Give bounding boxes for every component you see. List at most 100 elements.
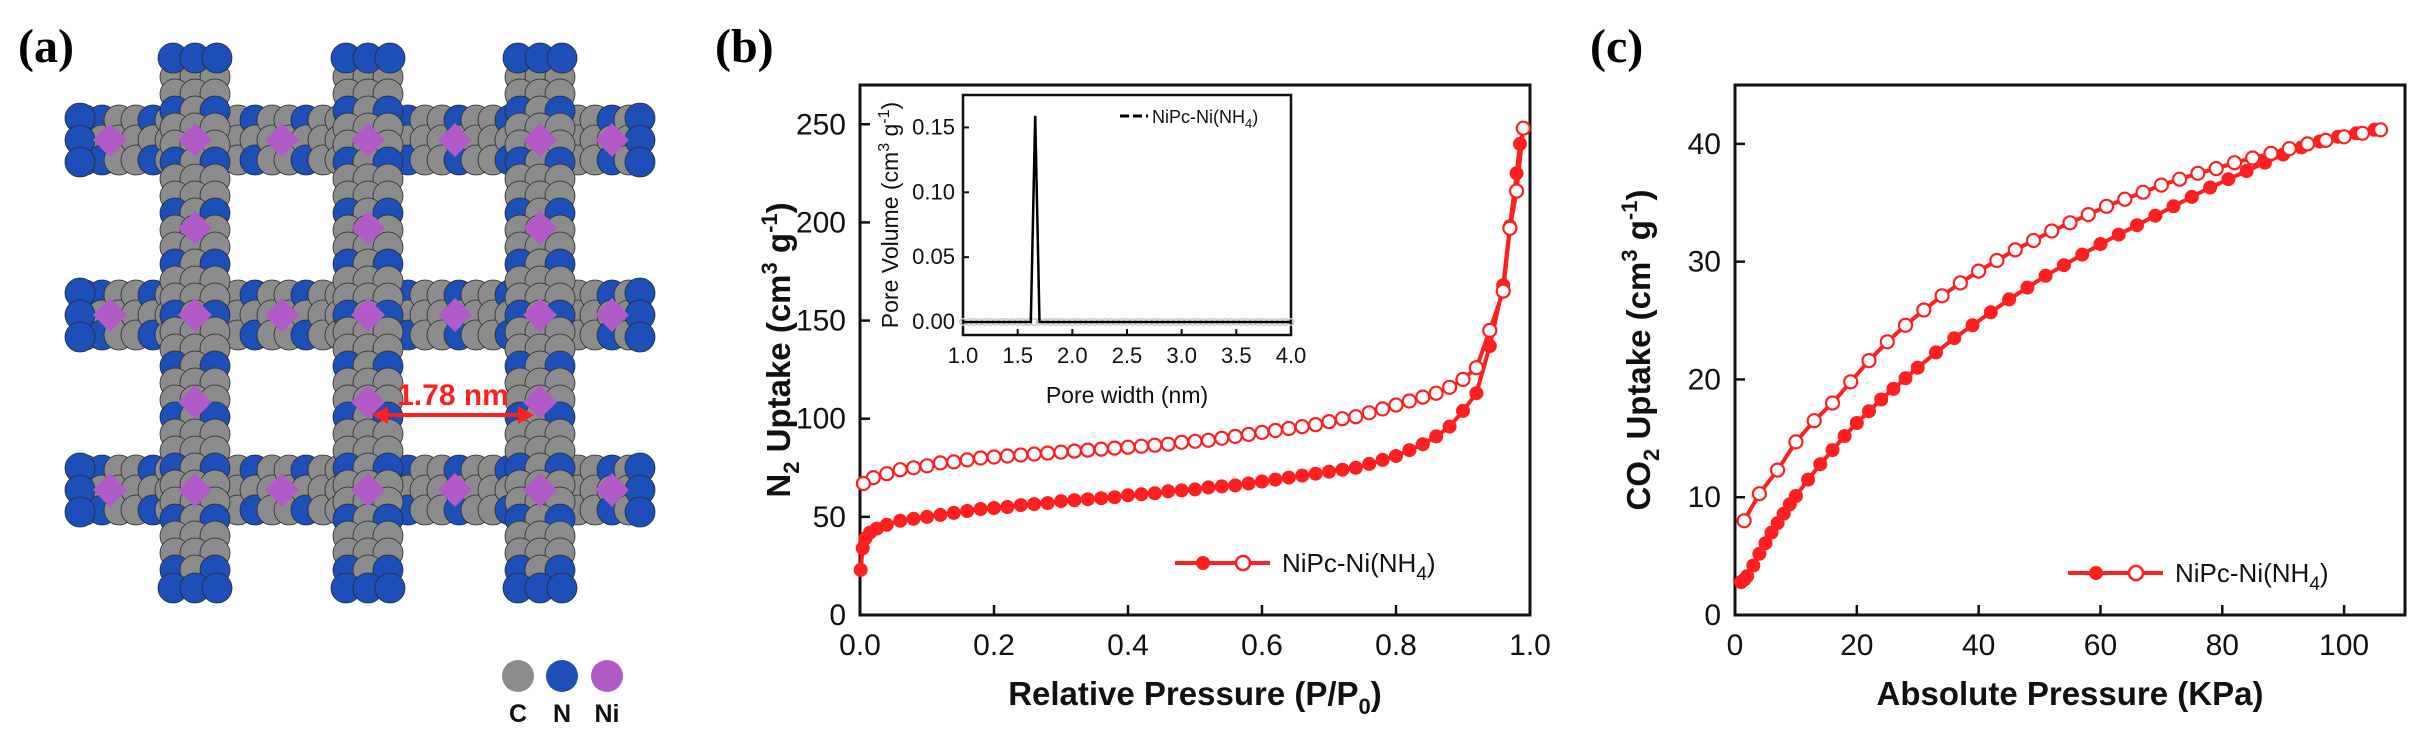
chart-c-adsorption-point [2020, 280, 2035, 295]
panel-c-label: (c) [1590, 20, 1643, 73]
chart-c-desorption-point [1736, 513, 1752, 529]
chart-b-desorption-point [999, 448, 1016, 464]
framework-atom [64, 146, 96, 178]
framework-ni-atom [595, 123, 629, 157]
chart-c-x-title: Absolute Pressure (KPa) [1877, 675, 2264, 712]
chart-b-desorption-point [1066, 443, 1083, 459]
chart-b-y-tick-label: 200 [796, 206, 846, 239]
chart-b-legend-label: NiPc-Ni(NH4) [1282, 548, 1436, 585]
chart-b-frame [858, 83, 1532, 617]
chart-c-adsorption-point [2093, 237, 2108, 251]
chart-b-adsorption-point [1429, 429, 1444, 444]
chart-b-desorption-point [1106, 440, 1123, 456]
chart-b-desorption-point [1093, 441, 1109, 457]
pore-arrow-left-head [372, 406, 388, 424]
framework-atom [201, 42, 233, 74]
chart-c-desorption-point [2208, 161, 2224, 177]
atom-legend-c-label: C [509, 700, 527, 728]
chart-b-adsorption-point [1040, 496, 1055, 511]
framework-ni-atom [178, 123, 212, 157]
chart-c-desorption-point [2153, 177, 2169, 193]
chart-c-desorption-point [1769, 462, 1786, 478]
framework-ni-atom [523, 385, 557, 419]
framework-atom [374, 572, 406, 604]
chart-b-desorption-point [946, 454, 962, 470]
chart-b-adsorption-point [1415, 437, 1430, 452]
inset-x-tick-label: 4.0 [1276, 343, 1307, 368]
chart-c-desorption-point [1788, 434, 1804, 450]
chart-b-desorption-point [919, 458, 935, 474]
framework-ni-atom [265, 123, 299, 157]
chart-c-adsorption-point [1947, 331, 1962, 346]
chart-c-legend-open-marker [2127, 564, 2145, 582]
chart-b-desorption-point [1495, 283, 1511, 299]
chart-b-adsorption-point [1348, 460, 1363, 475]
chart-c-adsorption-point [1910, 360, 1925, 375]
chart-c-desorption-point [1989, 252, 2005, 269]
chart-b-desorption-point [1455, 371, 1471, 387]
chart-b-adsorption-point [1147, 486, 1162, 501]
chart-c-desorption-point [2281, 141, 2297, 157]
chart-b-adsorption-point [1228, 478, 1243, 493]
chart-b-desorption-point [932, 455, 949, 471]
chart-c-adsorption-point [2002, 292, 2017, 307]
chart-b-desorption-point [1401, 393, 1418, 409]
chart-c-x-axis: 0 20 40 60 80 100 [1727, 605, 2369, 662]
chart-c-desorption-point [2336, 129, 2352, 145]
chart-c-adsorption-point [2038, 268, 2053, 283]
chart-b-adsorption-point [1308, 466, 1323, 481]
chart-b-adsorption-point [1134, 487, 1149, 502]
chart-b-desorption-point [1515, 120, 1531, 136]
framework-atom [374, 42, 406, 74]
chart-b-desorption-point [1133, 438, 1150, 454]
chart-b-legend-filled-marker [1196, 556, 1210, 570]
chart-b-desorption-point [1200, 432, 1217, 448]
chart-c-x-tick-label: 20 [1840, 629, 1873, 662]
chart-b-desorption-point [1441, 379, 1458, 395]
pore-arrow-right-head [518, 406, 534, 424]
chart-c-series [1734, 122, 2389, 589]
framework-ni-atom [595, 473, 629, 507]
chart-c-desorption-point [2172, 171, 2188, 187]
chart-c-desorption-point [2025, 232, 2042, 249]
chart-c-adsorption-point [2166, 199, 2181, 214]
panel-b-label: (b) [715, 20, 774, 73]
chart-b-x-tick-label: 0.8 [1375, 629, 1417, 662]
chart-c-desorption-point [2299, 136, 2316, 152]
inset-series [959, 115, 1295, 326]
chart-b-x-tick-label: 0.4 [1107, 629, 1149, 662]
panel-c: (c) 0 20 40 60 80 100 0 10 20 30 40 Absolute Pres… [1590, 20, 2407, 712]
framework-ni-atom [351, 211, 385, 245]
chart-c-x-tick-label: 80 [2206, 629, 2239, 662]
chart-c-adsorption-point [1965, 318, 1980, 333]
chart-b-x-tick-label: 1.0 [1509, 629, 1551, 662]
framework-atom [624, 321, 656, 353]
chart-c-adsorption-point [1752, 546, 1767, 561]
chart-c-adsorption-point [2148, 208, 2163, 223]
chart-b-desorption-point [1482, 322, 1498, 338]
chart-b-desorption-point [1428, 385, 1444, 401]
chart-b-adsorption-point [1281, 470, 1296, 485]
chart-c-y-tick-label: 30 [1688, 246, 1721, 279]
chart-b-desorption-point [1508, 183, 1525, 199]
chart-c-y-tick-label: 40 [1688, 128, 1721, 161]
chart-c-x-tick-label: 0 [1727, 629, 1744, 662]
atom-legend-n-swatch [546, 660, 578, 692]
chart-b-adsorption-point [1442, 419, 1457, 434]
chart-c-x-tick-label: 40 [1962, 629, 1995, 662]
chart-c-adsorption-point [1788, 489, 1803, 503]
chart-c-desorption-point [2062, 215, 2078, 231]
inset-x-tick-label: 1.5 [1002, 343, 1033, 368]
chart-b-inset: 1.0 1.5 2.0 2.5 3.0 3.5 4.0 0.00 0.05 0.10 0.15 P… [876, 93, 1307, 408]
chart-c-y-tick-label: 20 [1688, 363, 1721, 396]
chart-b-desorption-point [1415, 389, 1431, 405]
chart-c-desorption-point [2318, 132, 2334, 148]
atom-legend: C N Ni [502, 660, 623, 728]
framework-ni-atom [438, 473, 472, 507]
chart-b-adsorption-point [1121, 488, 1135, 503]
chart-c-adsorption-point [2184, 189, 2199, 204]
chart-c-desorption-point [1861, 353, 1877, 369]
inset-frame [961, 93, 1293, 337]
